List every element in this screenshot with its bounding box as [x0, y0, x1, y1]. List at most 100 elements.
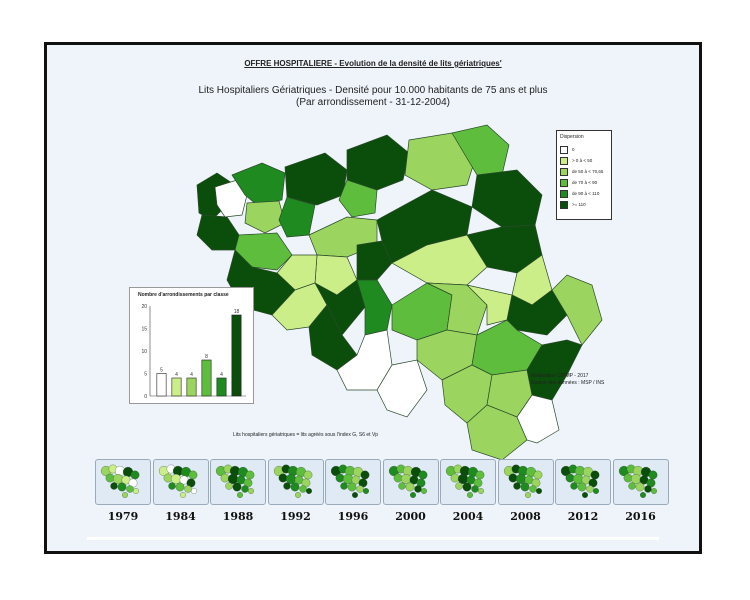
timeline-map-thumbnail[interactable] — [267, 459, 324, 505]
timeline-map-thumbnail[interactable] — [555, 459, 611, 505]
legend-swatch — [560, 156, 568, 165]
timeline-thumbnail[interactable]: 1992 — [267, 459, 324, 523]
legend-label: >= 110 — [572, 202, 586, 207]
y-tick-label: 0 — [144, 394, 147, 400]
legend-label: de 70 à < 90 — [572, 180, 598, 185]
legend-label: > 0 à < 50 — [572, 158, 593, 163]
map-frame: OFFRE HOSPITALIERE - Evolution de la den… — [44, 42, 702, 554]
timeline-thumbnail[interactable]: 1988 — [210, 459, 266, 523]
bar-value-label: 4 — [220, 372, 223, 378]
legend-label: 0 — [572, 147, 575, 152]
region-kortrijk — [196, 214, 240, 251]
bar — [216, 377, 227, 397]
region-thuin — [336, 329, 393, 391]
timeline-year-label[interactable]: 2000 — [395, 510, 426, 523]
timeline-year-label[interactable]: 2012 — [567, 510, 599, 523]
timeline-thumbnail[interactable]: 1979 — [95, 459, 151, 523]
region-kempen — [471, 169, 543, 228]
region-eeklo — [278, 196, 316, 238]
timeline-thumbnail[interactable]: 2016 — [612, 459, 669, 523]
legend-item: > 0 à < 50 — [560, 155, 608, 166]
region-philippeville — [376, 359, 428, 418]
timeline-thumbnail[interactable]: 2004 — [440, 459, 496, 523]
mini-map-icon — [388, 464, 427, 498]
y-tick-label: 15 — [141, 327, 147, 333]
timeline-thumbnail[interactable]: 2008 — [497, 459, 554, 523]
map-legend: Dispersion 0 > 0 à < 50 de 50 à < 70,65 … — [556, 130, 612, 220]
legend-swatch — [560, 178, 568, 187]
legend-item: de 90 à < 110 — [560, 188, 608, 199]
region-gent — [284, 152, 348, 206]
timeline-map-thumbnail[interactable] — [325, 459, 381, 505]
timeline-map-thumbnail[interactable] — [497, 459, 554, 505]
mini-map-icon — [215, 464, 255, 498]
legend-item: de 70 à < 90 — [560, 177, 608, 188]
timeline-year-label[interactable]: 1996 — [337, 510, 369, 523]
mini-map-icon — [618, 464, 657, 498]
timeline-thumbnail[interactable]: 2000 — [382, 459, 439, 523]
bar-value-label: 4 — [190, 372, 193, 378]
region-south-white — [516, 394, 560, 444]
bottom-scrollbar — [87, 537, 659, 540]
timeline-year-label[interactable]: 2004 — [452, 510, 484, 523]
legend-item: >= 110 — [560, 199, 608, 210]
timeline-map-thumbnail[interactable] — [440, 459, 496, 505]
y-tick-label: 20 — [141, 304, 147, 310]
legend-label: de 90 à < 110 — [572, 191, 600, 196]
map-regions — [196, 124, 603, 461]
mini-map-icon — [100, 464, 140, 498]
mini-map-icon — [273, 464, 312, 498]
bar-value-label: 5 — [160, 368, 163, 374]
timeline-thumbnail[interactable]: 1996 — [325, 459, 381, 523]
timeline-thumbnail[interactable]: 1984 — [152, 459, 209, 523]
legend-swatch — [560, 145, 568, 154]
region-north-east — [451, 124, 510, 176]
timeline-map-thumbnail[interactable] — [95, 459, 151, 505]
timeline-map-thumbnail[interactable] — [210, 459, 266, 505]
region-mechelen — [338, 179, 378, 218]
legend-swatch — [560, 189, 568, 198]
legend-swatch — [560, 200, 568, 209]
timeline-year-label[interactable]: 1979 — [107, 510, 139, 523]
timeline-thumbnail[interactable]: 2012 — [555, 459, 611, 523]
region-roeselare — [244, 200, 286, 234]
region-huy — [465, 284, 513, 326]
legend-title: Dispersion — [560, 134, 584, 140]
timeline-map-thumbnail[interactable] — [152, 459, 209, 505]
timeline-map-thumbnail[interactable] — [382, 459, 439, 505]
bar — [201, 359, 212, 397]
region-verviers — [551, 274, 603, 346]
map-title-line1: Lits Hospitaliers Gériatriques - Densité… — [198, 85, 548, 96]
belgium-choropleth-map — [196, 124, 603, 461]
legend-swatch — [560, 167, 568, 176]
bar-chart: 0 5 10 15 20 5 4 4 8 4 18 — [141, 304, 246, 400]
legend-label: de 50 à < 70,65 — [572, 169, 604, 174]
region-antwerpen — [346, 134, 410, 191]
timeline-map-thumbnail[interactable] — [612, 459, 669, 505]
legend-item: 0 — [560, 144, 608, 155]
region-brugge — [231, 162, 286, 206]
map-title: Lits Hospitaliers Gériatriques - Densité… — [47, 85, 699, 109]
mini-map-icon — [503, 464, 542, 498]
bar — [231, 314, 242, 397]
bar-value-label: 4 — [175, 372, 178, 378]
map-title-line2: (Par arrondissement - 31-12-2004) — [296, 97, 450, 108]
timeline-year-label[interactable]: 2008 — [510, 510, 541, 523]
mini-map-icon — [158, 464, 197, 498]
bar-value-label: 8 — [205, 354, 208, 360]
mini-map-icon — [445, 464, 485, 498]
credits-line2: Source des données : MSP / INS — [531, 380, 605, 386]
bar-value-label: 18 — [234, 309, 240, 315]
bar-chart-title: Nombre d'arrondissements par classe — [138, 292, 229, 298]
timeline-year-label[interactable]: 1992 — [280, 510, 311, 523]
timeline-year-label[interactable]: 2016 — [625, 510, 656, 523]
year-timeline: 1979 1984 1988 1992 1996 2000 2004 2008 2012 2016 — [95, 459, 675, 523]
bar — [186, 377, 197, 397]
timeline-year-label[interactable]: 1988 — [222, 510, 254, 523]
bar — [156, 373, 167, 397]
footnote: Lits hospitaliers gériatriques = lits ag… — [233, 432, 379, 438]
page-heading: OFFRE HOSPITALIERE - Evolution de la den… — [244, 59, 502, 68]
bar — [171, 377, 182, 397]
credits-line1: Réalisation CIPMP - 2017 — [531, 373, 589, 379]
timeline-year-label[interactable]: 1984 — [165, 510, 196, 523]
